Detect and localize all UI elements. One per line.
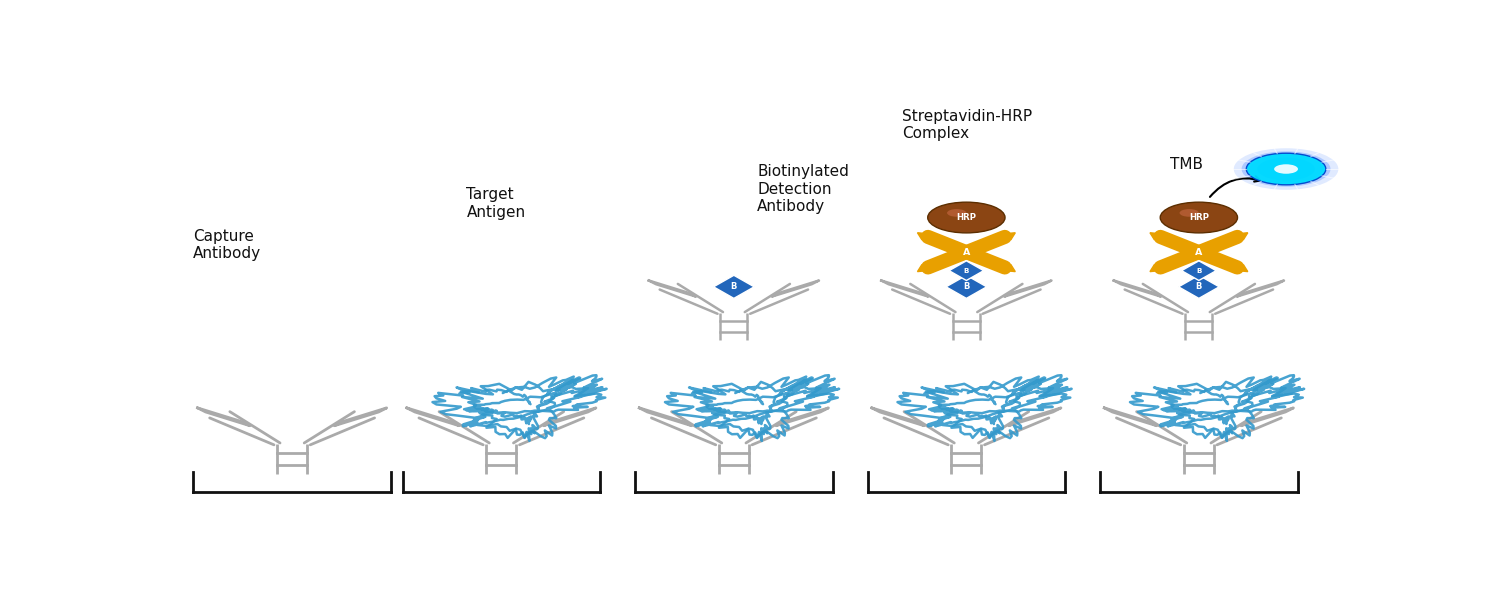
Polygon shape bbox=[946, 275, 987, 298]
Polygon shape bbox=[918, 233, 934, 239]
Polygon shape bbox=[1179, 275, 1219, 298]
Circle shape bbox=[1160, 202, 1238, 233]
Text: A: A bbox=[1196, 248, 1203, 257]
Polygon shape bbox=[999, 265, 1016, 272]
Text: B: B bbox=[1196, 283, 1202, 292]
Text: Biotinylated
Detection
Antibody: Biotinylated Detection Antibody bbox=[758, 164, 849, 214]
Text: HRP: HRP bbox=[1190, 213, 1209, 222]
Circle shape bbox=[927, 202, 1005, 233]
Circle shape bbox=[1242, 151, 1330, 187]
Text: B: B bbox=[963, 268, 969, 274]
Polygon shape bbox=[714, 275, 754, 298]
Circle shape bbox=[1250, 154, 1323, 184]
Polygon shape bbox=[918, 265, 934, 272]
Text: TMB: TMB bbox=[1170, 157, 1203, 172]
Polygon shape bbox=[950, 261, 984, 280]
Polygon shape bbox=[1182, 261, 1216, 280]
Text: B: B bbox=[963, 283, 969, 292]
Circle shape bbox=[1274, 164, 1298, 174]
Text: B: B bbox=[1196, 268, 1202, 274]
Polygon shape bbox=[1150, 265, 1167, 272]
Circle shape bbox=[1257, 158, 1316, 181]
Text: A: A bbox=[963, 248, 970, 257]
Text: Target
Antigen: Target Antigen bbox=[466, 187, 525, 220]
Circle shape bbox=[1246, 153, 1326, 185]
Polygon shape bbox=[1150, 233, 1167, 239]
Circle shape bbox=[946, 209, 966, 217]
Polygon shape bbox=[1232, 265, 1248, 272]
Circle shape bbox=[1179, 209, 1198, 217]
Text: Streptavidin-HRP
Complex: Streptavidin-HRP Complex bbox=[903, 109, 1032, 142]
Polygon shape bbox=[1232, 233, 1248, 239]
Circle shape bbox=[1233, 148, 1338, 190]
Text: HRP: HRP bbox=[957, 213, 976, 222]
Text: B: B bbox=[730, 283, 736, 292]
Polygon shape bbox=[999, 233, 1016, 239]
Text: Capture
Antibody: Capture Antibody bbox=[194, 229, 261, 262]
